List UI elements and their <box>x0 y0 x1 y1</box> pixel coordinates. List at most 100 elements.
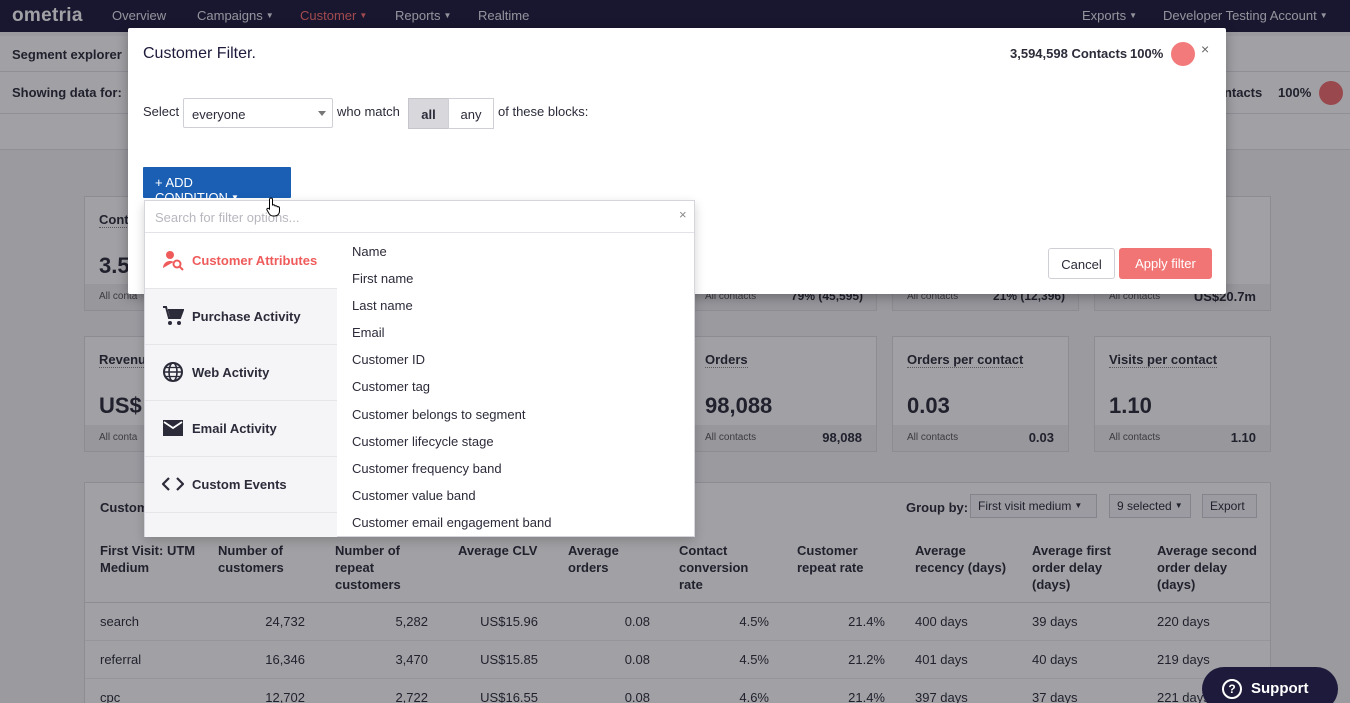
export-button[interactable]: Export <box>1202 494 1257 518</box>
add-condition-button[interactable]: + ADD CONDITION ▼ <box>143 167 291 205</box>
contacts-label: ontacts <box>1216 85 1263 100</box>
table-header: First Visit: UTM Medium Number of custom… <box>85 535 1270 603</box>
cancel-button[interactable]: Cancel <box>1048 248 1115 279</box>
metric-value: 1.10 <box>1109 393 1152 418</box>
filter-option-first-name[interactable]: First name <box>352 271 414 286</box>
match-any-toggle[interactable]: any <box>448 98 494 129</box>
metric-footer-label: All contacts <box>705 291 757 302</box>
customer-search-icon <box>162 249 184 271</box>
filter-options-list: Name First name Last name Email Customer… <box>337 233 695 537</box>
nav-customer[interactable]: Customer ▼ <box>300 8 367 23</box>
metric-footer-label: All contacts <box>907 432 959 443</box>
category-label: Custom Events <box>192 477 287 492</box>
nav-realtime[interactable]: Realtime <box>478 8 529 23</box>
chevron-down-icon: ▼ <box>1319 11 1328 20</box>
chevron-down-icon: ▼ <box>359 11 368 20</box>
column-header[interactable]: Number of repeat customers <box>335 543 401 592</box>
filter-option-lifecycle-stage[interactable]: Customer lifecycle stage <box>352 434 494 449</box>
chevron-down-icon: ▼ <box>265 11 274 20</box>
metric-footer-label: All contacts <box>907 291 959 302</box>
metric-footer-value: 0.03 <box>1028 430 1054 445</box>
category-purchase-activity[interactable]: Purchase Activity <box>145 289 337 345</box>
table-cell: 400 days <box>915 614 968 629</box>
category-email-activity[interactable]: Email Activity <box>145 401 337 457</box>
filter-option-last-name[interactable]: Last name <box>352 298 413 313</box>
category-customer-attributes[interactable]: Customer Attributes <box>145 233 337 289</box>
column-header[interactable]: Number of customers <box>218 543 284 575</box>
table-cell: 0.08 <box>624 652 650 667</box>
nav-customer-label: Customer <box>300 8 357 23</box>
of-these-blocks-label: of these blocks: <box>498 104 589 119</box>
match-all-toggle[interactable]: all <box>408 98 449 129</box>
filter-option-email[interactable]: Email <box>352 325 385 340</box>
table-row: search 24,732 5,282 US$15.96 0.08 4.5% 2… <box>85 603 1270 641</box>
metric-title: Visits per contact <box>1109 352 1218 368</box>
account-menu[interactable]: Developer Testing Account ▼ <box>1163 8 1328 23</box>
table-cell: 0.08 <box>624 690 650 703</box>
nav-exports[interactable]: Exports ▼ <box>1082 8 1137 23</box>
filter-option-frequency-band[interactable]: Customer frequency band <box>352 461 502 476</box>
category-custom-events[interactable]: Custom Events <box>145 457 337 513</box>
metric-footer-label: All conta <box>99 291 138 302</box>
column-header[interactable]: First Visit: UTM Medium <box>100 543 196 575</box>
table-cell: 39 days <box>1032 614 1078 629</box>
table-cell: 12,702 <box>265 690 305 703</box>
metric-card-visits-per-contact: Visits per contact 1.10 All contacts 1.10 <box>1094 336 1271 452</box>
filter-option-name[interactable]: Name <box>352 244 387 259</box>
code-icon <box>161 473 185 495</box>
table-cell: 3,470 <box>395 652 428 667</box>
column-header[interactable]: Average first order delay (days) <box>1032 543 1111 592</box>
filter-option-customer-tag[interactable]: Customer tag <box>352 379 431 394</box>
nav-campaigns[interactable]: Campaigns ▼ <box>197 8 274 23</box>
nav-exports-label: Exports <box>1082 8 1127 23</box>
group-by-select[interactable]: First visit medium ▼ <box>970 494 1097 518</box>
metric-footer: All contacts 1.10 <box>1095 425 1270 451</box>
nav-overview[interactable]: Overview <box>112 8 166 23</box>
metric-title: Revenu <box>99 352 146 368</box>
contacts-percentage: 100% <box>1278 85 1312 100</box>
hand-cursor-icon <box>266 197 282 217</box>
column-header[interactable]: Average orders <box>568 543 619 575</box>
close-icon[interactable]: × <box>1201 41 1210 57</box>
top-navigation: ometria Overview Campaigns ▼ Customer ▼ Re… <box>0 0 1350 32</box>
filter-option-email-engagement-band[interactable]: Customer email engagement band <box>352 515 552 530</box>
nav-reports-label: Reports <box>395 8 441 23</box>
chevron-down-icon: ▼ <box>1074 501 1083 510</box>
filter-option-customer-id[interactable]: Customer ID <box>352 352 425 367</box>
clear-search-icon[interactable]: × <box>679 207 687 222</box>
filter-option-value-band[interactable]: Customer value band <box>352 488 476 503</box>
column-header[interactable]: Average CLV <box>458 543 538 558</box>
metric-footer-label: All conta <box>99 432 138 443</box>
category-label: Purchase Activity <box>192 309 301 324</box>
columns-select[interactable]: 9 selected ▼ <box>1109 494 1191 518</box>
apply-filter-button[interactable]: Apply filter <box>1119 248 1212 279</box>
metric-title: Orders per contact <box>907 352 1024 368</box>
account-name: Developer Testing Account <box>1163 8 1317 23</box>
modal-contacts-count: 3,594,598 Contacts <box>1010 46 1128 61</box>
segment-color-dot <box>1171 42 1195 66</box>
metric-footer: All contacts 0.03 <box>893 425 1068 451</box>
metric-value: 3.5 <box>99 253 130 278</box>
table-cell: 16,346 <box>265 652 305 667</box>
support-button[interactable]: ? Support <box>1202 667 1338 703</box>
column-header[interactable]: Average recency (days) <box>915 543 1007 575</box>
metric-card-orders: Orders 98,088 All contacts 98,088 <box>690 336 877 452</box>
chevron-down-icon <box>318 111 326 116</box>
metric-footer: All contacts 98,088 <box>691 425 876 451</box>
metric-title: Orders <box>705 352 748 368</box>
chevron-down-icon: ▼ <box>443 11 452 20</box>
table-cell: US$15.85 <box>480 652 538 667</box>
column-header[interactable]: Contact conversion rate <box>679 543 749 592</box>
column-header[interactable]: Average second order delay (days) <box>1157 543 1257 592</box>
filter-search-input[interactable] <box>155 207 665 227</box>
category-web-activity[interactable]: Web Activity <box>145 345 337 401</box>
ometria-logo[interactable]: ometria <box>12 5 83 26</box>
table-cell: referral <box>100 652 142 667</box>
category-label: Email Activity <box>192 421 277 436</box>
metric-value: US$ <box>99 393 142 418</box>
cart-icon <box>162 305 185 327</box>
column-header[interactable]: Customer repeat rate <box>797 543 864 575</box>
nav-reports[interactable]: Reports ▼ <box>395 8 451 23</box>
audience-select[interactable]: everyone <box>183 98 333 128</box>
filter-option-customer-segment[interactable]: Customer belongs to segment <box>352 407 526 422</box>
